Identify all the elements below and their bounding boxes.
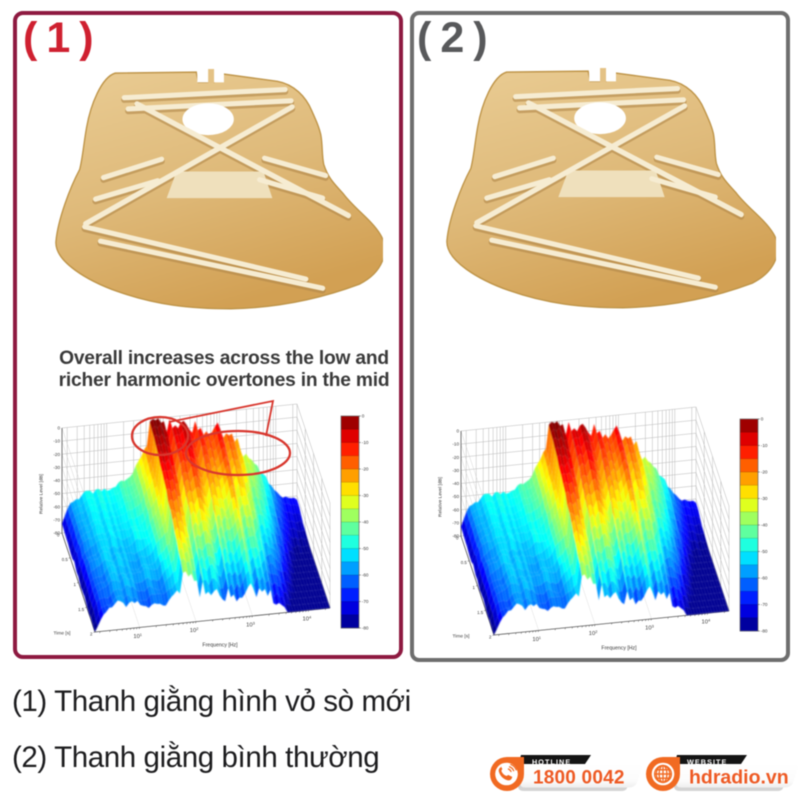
svg-text:Frequency [Hz]: Frequency [Hz] (202, 643, 238, 649)
svg-text:1800 0042: 1800 0042 (533, 768, 625, 789)
svg-text:-10: -10 (362, 440, 369, 445)
svg-text:-30: -30 (362, 493, 369, 498)
svg-text:0.5: 0.5 (62, 557, 69, 562)
svg-text:-10: -10 (53, 439, 60, 444)
svg-text:-60: -60 (53, 504, 60, 509)
svg-text:Relative Level [dB]: Relative Level [dB] (39, 474, 45, 514)
svg-text:hdradio.vn: hdradio.vn (689, 767, 789, 789)
svg-text:-20: -20 (53, 452, 60, 457)
svg-text:101: 101 (133, 632, 142, 640)
svg-text:WEBSITE: WEBSITE (687, 758, 727, 767)
svg-text:-30: -30 (53, 465, 60, 470)
svg-text:102: 102 (190, 626, 199, 634)
svg-text:-70: -70 (362, 599, 369, 604)
svg-text:104: 104 (303, 615, 312, 623)
svg-text:-70: -70 (53, 518, 60, 523)
svg-text:-80: -80 (362, 626, 369, 631)
svg-text:HOTLINE: HOTLINE (532, 758, 571, 767)
svg-text:-60: -60 (362, 573, 369, 578)
svg-text:-20: -20 (362, 467, 369, 472)
svg-text:2: 2 (90, 632, 93, 637)
svg-text:0: 0 (57, 533, 60, 538)
svg-text:1: 1 (74, 582, 77, 587)
svg-text:-40: -40 (362, 520, 369, 525)
svg-text:-40: -40 (53, 478, 60, 483)
svg-text:103: 103 (246, 620, 255, 628)
svg-text:0: 0 (57, 426, 60, 431)
svg-text:0: 0 (362, 414, 365, 419)
svg-text:1.5: 1.5 (78, 607, 85, 612)
svg-text:-80: -80 (53, 531, 60, 536)
svg-text:Time [s]: Time [s] (54, 631, 71, 637)
svg-text:-50: -50 (53, 491, 60, 496)
svg-text:-50: -50 (362, 546, 369, 551)
